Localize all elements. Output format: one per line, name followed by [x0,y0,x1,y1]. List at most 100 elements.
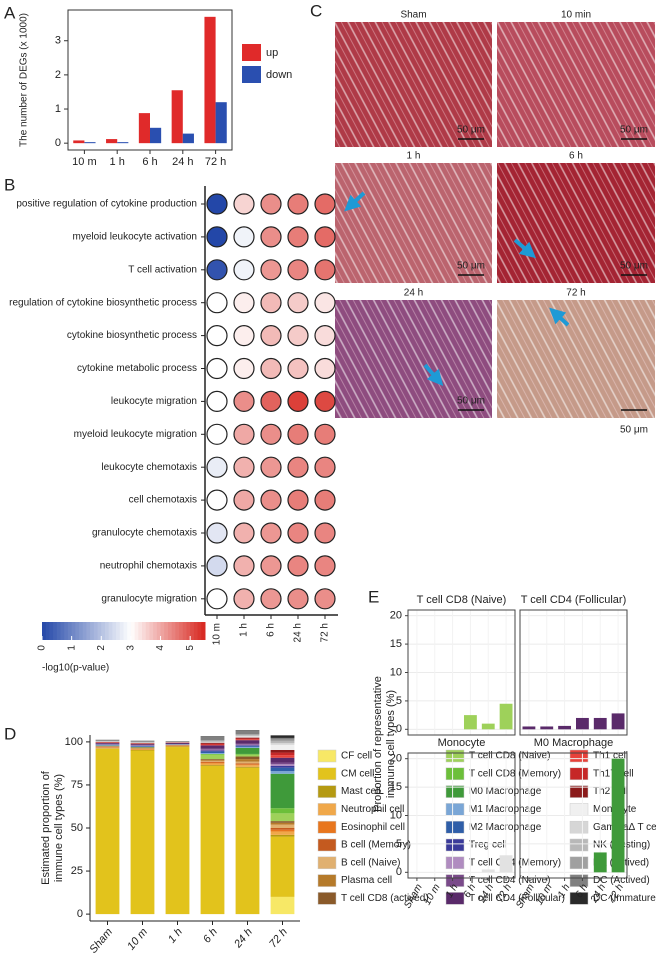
bar [611,758,625,873]
bar-segment [235,747,260,754]
bar [481,723,495,730]
dot [260,193,282,215]
legend-label: DC (Actived) [593,875,650,886]
bar [463,715,477,730]
bar-segment [235,765,260,767]
dot [206,390,228,412]
bar-segment [95,747,120,749]
colorbar-title: -log10(p-value) [42,663,109,674]
dot [206,489,228,511]
colorbar-step [60,622,65,640]
legend-swatch [317,856,337,870]
colorbar-step [108,622,113,640]
bar-segment [270,771,295,774]
colorbar-step [119,622,124,640]
legend-swatch [569,838,589,852]
y-tick-label: 20 [390,610,402,622]
bar-segment [270,752,295,756]
dot [206,259,228,281]
colorbar-step [130,622,136,640]
histology-texture [335,22,492,147]
bar-segment [200,741,225,742]
bar-segment [130,749,155,751]
dot [314,292,336,314]
x-tick-label: 72 h [320,623,331,642]
bar-segment [200,753,225,755]
bar-segment [200,760,225,762]
dot [287,226,309,248]
y-tick-label: 15 [390,781,402,793]
x-tick-label: 24 h [231,926,255,951]
bar-segment [235,747,260,748]
colorbar-step [45,622,50,640]
bar-segment [130,750,155,915]
bar-segment [270,766,295,768]
bar-segment [200,750,225,752]
dot [206,555,228,577]
bar-segment [235,735,260,736]
bar-segment [95,748,120,915]
legend-label: Th2 cell [593,786,628,797]
colorbar-step [179,622,184,640]
legend-label: Neutrophil cell [341,804,404,815]
bar-segment [270,824,295,828]
legend-swatch [317,803,337,816]
bar-segment [270,762,295,765]
bar [215,102,227,144]
x-tick-label: 1 h [110,156,125,168]
dot [233,226,255,248]
legend-label: M2 Macrophage [469,822,542,833]
facet-title: T cell CD4 (Follicular) [521,594,627,606]
bar-segment [270,834,295,837]
bar-segment [165,747,190,915]
colorbar-tick-label: 5 [185,645,196,651]
bar-segment [130,747,155,749]
bar [558,725,572,730]
term-label: granulocyte chemotaxis [92,528,197,539]
bar-segment [235,744,260,746]
y-tick-label: 0 [396,866,402,878]
x-tick-label: 72 h [267,926,290,950]
bar-segment [200,759,225,761]
scale-bar-label: 50 μm [457,125,485,136]
legend-swatch [445,892,465,905]
y-tick-label: 10 [390,666,402,678]
bar-segment [200,754,225,760]
bar-segment [95,744,120,746]
bar [575,717,589,730]
bar-segment [95,742,120,744]
histology-texture [497,163,655,283]
bar-segment [235,763,260,765]
y-tick-label: 75 [71,779,83,791]
legend-swatch [445,785,465,798]
bar-segment [130,744,155,745]
y-tick-label: 3 [55,35,61,47]
legend-label: B cell (Memory) [341,840,411,851]
legend-label: Mast cell [341,786,380,797]
bar-segment [270,735,295,738]
dot [206,325,228,347]
legend-label: Th1 cell [593,751,628,762]
x-tick-label: 10 m [72,156,96,168]
bar-segment [130,747,155,748]
bar-segment [200,762,225,764]
bar-segment [235,746,260,748]
legend-swatch [569,856,589,870]
bar-segment [270,764,295,766]
colorbar-tick-label: 4 [155,645,166,651]
image-label: 6 h [569,151,583,162]
legend-swatch [445,749,465,763]
bar-segment [130,746,155,747]
y-tick-label: 0 [55,137,61,149]
dot [287,423,309,445]
colorbar-step [138,622,143,640]
dot [260,588,282,610]
facet-title: T cell CD8 (Naive) [417,594,507,606]
colorbar-step [175,622,180,640]
bar-segment [200,766,225,915]
bar-segment [200,748,225,750]
bar-segment [200,749,225,751]
bar [204,16,216,144]
dot [314,423,336,445]
legend-swatch [317,767,337,781]
